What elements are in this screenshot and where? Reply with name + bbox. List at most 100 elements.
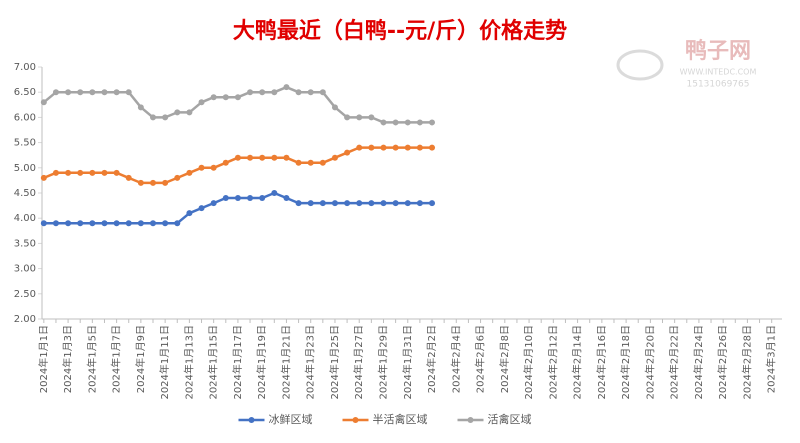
series-marker bbox=[429, 119, 436, 126]
series-marker bbox=[331, 154, 338, 161]
series-marker bbox=[198, 99, 205, 106]
series-marker bbox=[295, 89, 302, 96]
series-marker bbox=[416, 200, 423, 207]
series-marker bbox=[174, 174, 181, 181]
y-tick-label: 2.00 bbox=[14, 314, 36, 325]
y-tick-label: 5.00 bbox=[14, 163, 36, 174]
series-marker bbox=[101, 89, 108, 96]
x-tick-label: 2024年1月21日 bbox=[279, 325, 292, 400]
series-marker bbox=[137, 104, 144, 111]
x-tick-label: 2024年2月26日 bbox=[716, 325, 729, 400]
series-marker bbox=[40, 220, 47, 227]
series-marker bbox=[222, 195, 229, 202]
legend-label: 半活禽区域 bbox=[373, 412, 428, 426]
series-marker bbox=[150, 179, 156, 186]
y-tick-label: 2.50 bbox=[14, 289, 36, 300]
series-marker bbox=[234, 195, 241, 202]
series-marker bbox=[40, 99, 47, 106]
x-tick-label: 2024年1月3日 bbox=[61, 325, 74, 393]
chart-title: 大鸭最近（白鸭--元/斤）价格走势 bbox=[233, 18, 567, 44]
x-tick-label: 2024年2月14日 bbox=[571, 325, 584, 400]
series-marker bbox=[392, 144, 399, 151]
x-tick-label: 2024年2月2日 bbox=[425, 325, 438, 393]
watermark: 鸭子网 WWW.INTEDC.COM 15131069765 bbox=[616, 38, 756, 90]
series-marker bbox=[101, 220, 108, 227]
series-marker bbox=[113, 169, 120, 176]
x-tick-label: 2024年2月6日 bbox=[474, 325, 487, 393]
x-tick-label: 2024年1月17日 bbox=[231, 325, 244, 400]
y-tick-label: 7.00 bbox=[14, 62, 36, 73]
x-tick-label: 2024年2月12日 bbox=[546, 325, 559, 400]
series-marker bbox=[404, 144, 411, 151]
x-tick-label: 2024年2月4日 bbox=[449, 325, 462, 393]
series-marker bbox=[162, 114, 169, 121]
series-marker bbox=[283, 84, 290, 91]
series-marker bbox=[65, 89, 72, 96]
y-tick-label: 6.50 bbox=[14, 87, 36, 98]
series-marker bbox=[331, 104, 338, 111]
series-marker bbox=[150, 114, 156, 121]
x-tick-label: 2024年1月19日 bbox=[255, 325, 268, 400]
series-marker bbox=[89, 169, 96, 176]
series-marker bbox=[198, 205, 205, 212]
x-tick-label: 2024年1月25日 bbox=[328, 325, 341, 400]
series-marker bbox=[283, 154, 290, 161]
x-tick-label: 2024年1月13日 bbox=[182, 325, 195, 400]
legend-label: 冰鲜区域 bbox=[269, 412, 313, 426]
y-tick-label: 3.00 bbox=[14, 264, 36, 275]
series-marker bbox=[186, 169, 193, 176]
series-marker bbox=[271, 154, 278, 161]
series-marker bbox=[247, 89, 254, 96]
y-tick-label: 6.00 bbox=[14, 112, 36, 123]
series-marker bbox=[186, 109, 193, 116]
y-tick-label: 4.00 bbox=[14, 213, 36, 224]
series-marker bbox=[77, 169, 84, 176]
series-marker bbox=[101, 169, 108, 176]
series-marker bbox=[259, 195, 266, 202]
series-marker bbox=[404, 119, 411, 126]
series-marker bbox=[271, 89, 278, 96]
series-marker bbox=[222, 159, 229, 166]
x-tick-label: 2024年1月31日 bbox=[401, 325, 414, 400]
x-tick-label: 2024年1月1日 bbox=[37, 325, 50, 393]
x-tick-label: 2024年1月5日 bbox=[85, 325, 98, 393]
series-marker bbox=[65, 220, 72, 227]
series-marker bbox=[380, 200, 387, 207]
legend-marker bbox=[467, 417, 474, 423]
series-marker bbox=[89, 220, 96, 227]
x-tick-label: 2024年1月9日 bbox=[134, 325, 147, 393]
series-marker bbox=[295, 200, 302, 207]
x-tick-label: 2024年1月23日 bbox=[304, 325, 317, 400]
series-marker bbox=[344, 200, 351, 207]
series-marker bbox=[174, 220, 181, 227]
legend-marker bbox=[352, 417, 359, 423]
series-marker bbox=[52, 89, 59, 96]
series-marker bbox=[113, 220, 120, 227]
series-marker bbox=[125, 174, 132, 181]
legend-label: 活禽区域 bbox=[488, 412, 532, 426]
x-tick-label: 2024年2月24日 bbox=[692, 325, 705, 400]
series-marker bbox=[259, 89, 266, 96]
series-marker bbox=[344, 149, 351, 156]
series-marker bbox=[429, 200, 436, 207]
series-marker bbox=[356, 114, 363, 121]
series-marker bbox=[52, 220, 59, 227]
series-marker bbox=[392, 200, 399, 207]
series-marker bbox=[174, 109, 181, 116]
x-tick-label: 2024年1月11日 bbox=[158, 325, 171, 400]
legend-marker bbox=[248, 417, 255, 423]
series-marker bbox=[307, 89, 314, 96]
series-marker bbox=[52, 169, 59, 176]
series-marker bbox=[210, 200, 217, 207]
x-tick-label: 2024年2月10日 bbox=[522, 325, 535, 400]
series-marker bbox=[319, 89, 326, 96]
series-marker bbox=[307, 200, 314, 207]
series-marker bbox=[368, 114, 375, 121]
x-tick-label: 2024年2月20日 bbox=[643, 325, 656, 400]
series-marker bbox=[416, 119, 423, 126]
series-marker bbox=[65, 169, 72, 176]
series-marker bbox=[210, 94, 217, 101]
series-marker bbox=[368, 144, 375, 151]
